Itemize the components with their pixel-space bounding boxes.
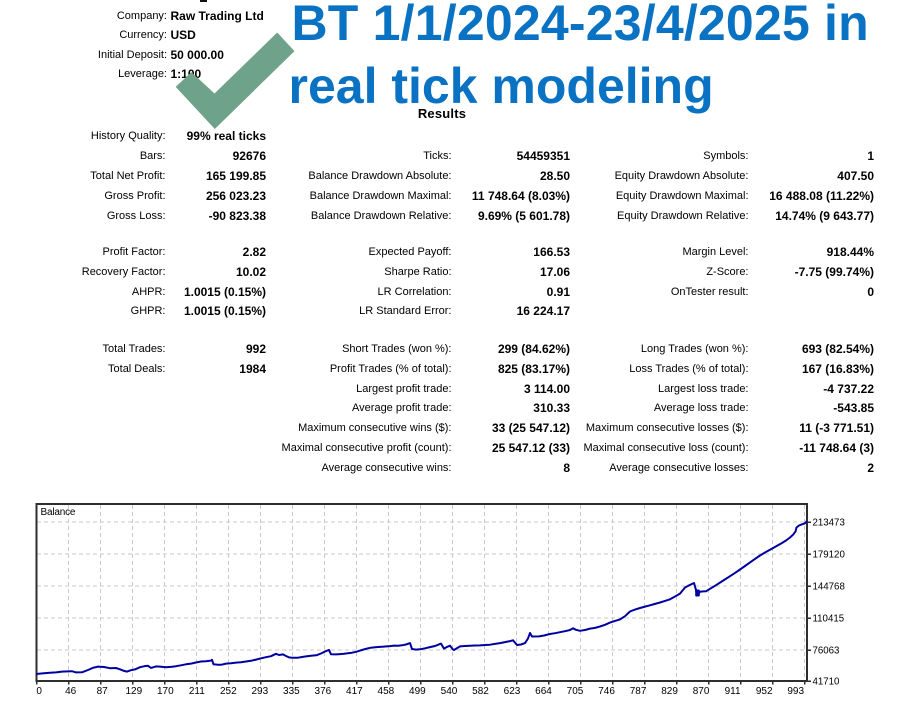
svg-text:582: 582 [472, 686, 489, 697]
svg-text:623: 623 [504, 686, 521, 697]
svg-text:335: 335 [283, 686, 300, 697]
svg-text:144768: 144768 [813, 582, 845, 593]
svg-text:293: 293 [251, 686, 268, 697]
svg-text:829: 829 [661, 686, 678, 697]
svg-text:540: 540 [441, 686, 458, 697]
svg-text:46: 46 [65, 686, 77, 697]
svg-text:129: 129 [125, 686, 142, 697]
svg-text:746: 746 [598, 686, 615, 697]
svg-text:170: 170 [157, 686, 174, 697]
svg-text:Balance: Balance [41, 507, 76, 518]
svg-text:376: 376 [315, 686, 332, 697]
svg-text:213473: 213473 [813, 518, 845, 529]
svg-text:911: 911 [725, 686, 741, 697]
svg-text:458: 458 [378, 686, 395, 697]
svg-text:664: 664 [535, 686, 552, 697]
svg-text:0: 0 [36, 686, 42, 697]
svg-text:252: 252 [220, 686, 237, 697]
svg-text:211: 211 [189, 686, 205, 697]
svg-text:952: 952 [756, 686, 773, 697]
svg-text:110415: 110415 [813, 614, 845, 625]
svg-text:870: 870 [693, 686, 710, 697]
svg-text:417: 417 [346, 686, 363, 697]
svg-text:499: 499 [409, 686, 426, 697]
svg-text:179120: 179120 [813, 550, 846, 561]
svg-text:993: 993 [787, 686, 804, 697]
svg-text:87: 87 [97, 686, 109, 697]
svg-text:787: 787 [630, 686, 647, 697]
svg-text:76063: 76063 [813, 646, 840, 657]
svg-text:705: 705 [567, 686, 584, 697]
svg-text:41710: 41710 [813, 677, 841, 688]
